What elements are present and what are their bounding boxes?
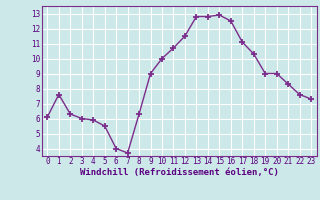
X-axis label: Windchill (Refroidissement éolien,°C): Windchill (Refroidissement éolien,°C) [80,168,279,177]
